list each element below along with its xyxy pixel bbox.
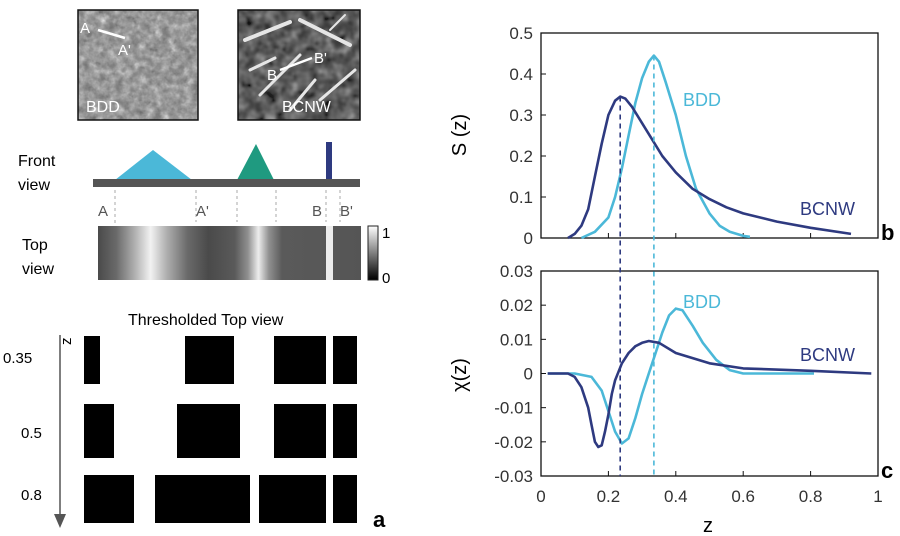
- z-arrow-head-icon: [54, 514, 66, 528]
- x-tick-label: 0.8: [799, 487, 823, 506]
- bcnw-point-b: B: [267, 67, 277, 84]
- panel-b-y-axis-title: S (z): [449, 114, 471, 156]
- panel-label-c: c: [881, 458, 893, 483]
- bdd-image-texture: [78, 10, 198, 120]
- section-label-b: B: [312, 203, 322, 220]
- section-label-a: A: [98, 203, 108, 220]
- y-tick-label: 0.02: [500, 296, 533, 315]
- peak-markers: [619, 55, 655, 476]
- bdd-image-label: BDD: [86, 99, 120, 116]
- top-view-label-line1: Top: [22, 237, 48, 254]
- y-tick-label: -0.01: [494, 399, 533, 418]
- threshold-level-3: 0.8: [21, 487, 42, 504]
- front-view: Front view: [18, 142, 360, 194]
- front-view-substrate: [93, 179, 360, 187]
- bdd-point-a-prime: A': [118, 42, 131, 59]
- bcnw-image-frame: [237, 9, 361, 121]
- panel-c: -0.03 -0.02 -0.01 0 0.01 0.02 0.03 0 0.2 0.4 0.6 0.…: [449, 262, 893, 536]
- y-tick-label: 0.3: [509, 106, 533, 125]
- y-tick-label: 0.03: [500, 262, 533, 281]
- panel-c-x-axis-title: z: [703, 515, 713, 536]
- threshold-row-3: [84, 475, 357, 523]
- section-label-b-prime: B': [340, 203, 353, 220]
- bdd-micrograph: A A' BDD: [77, 9, 199, 121]
- panel-label-a: a: [373, 507, 386, 532]
- threshold-level-1: 0.35: [3, 350, 32, 367]
- bdd-section-line: [97, 28, 126, 40]
- panel-label-b: b: [881, 220, 894, 245]
- y-tick-label: 0: [524, 229, 533, 248]
- x-tick-label: 0.2: [597, 487, 621, 506]
- series-label-bcnw: BCNW: [800, 345, 855, 365]
- thresholded-title: Thresholded Top view: [128, 312, 284, 329]
- bcnw-point-b-prime: B': [314, 50, 327, 67]
- series-label-bcnw: BCNW: [800, 199, 855, 219]
- panel-b-series: BDD BCNW: [567, 54, 855, 240]
- colorbar-gradient: [367, 225, 379, 281]
- y-tick-label: -0.03: [494, 467, 533, 486]
- y-tick-label: -0.02: [494, 433, 533, 452]
- x-tick-label: 1: [873, 487, 882, 506]
- y-tick-label: 0.5: [509, 24, 533, 43]
- y-tick-label: 0: [524, 365, 533, 384]
- series-line-bcnw: [547, 339, 872, 449]
- x-tick-label: 0.4: [664, 487, 688, 506]
- front-view-middle-pyramid: [237, 144, 274, 180]
- front-view-bcnw-wire: [326, 142, 332, 180]
- y-tick-label: 0.1: [509, 188, 533, 207]
- bdd-point-a: A: [80, 20, 90, 37]
- bcnw-micrograph: B B' BCNW: [237, 9, 361, 121]
- bdd-image-frame: [77, 9, 199, 121]
- series-line-bdd: [547, 307, 814, 445]
- x-tick-label: 0.6: [731, 487, 755, 506]
- panel-c-series: BDD BCNW: [547, 292, 872, 449]
- threshold-row-1: [84, 336, 357, 384]
- colorbar-max: 1: [382, 225, 390, 242]
- panel-b: 0 0.1 0.2 0.3 0.4 0.5 BDD BCNW S (z) b: [449, 24, 894, 248]
- plot-frame: [540, 32, 879, 239]
- bcnw-nanowires: [243, 14, 357, 112]
- panel-c-axes: -0.03 -0.02 -0.01 0 0.01 0.02 0.03 0 0.2 0.4 0.6 0.…: [494, 262, 882, 506]
- series-line-bdd: [580, 54, 751, 240]
- series-line-bcnw: [567, 95, 852, 240]
- top-view: Top view: [22, 226, 361, 280]
- top-view-label-line2: view: [22, 261, 54, 278]
- panel-b-axes: 0 0.1 0.2 0.3 0.4 0.5: [509, 24, 879, 248]
- panel-a: A A' BDD B B' BCNW Front: [3, 9, 390, 532]
- top-view-intensity-map: [98, 226, 361, 280]
- x-tick-label: 0: [536, 487, 545, 506]
- y-tick-label: 0.2: [509, 147, 533, 166]
- bcnw-image-label: BCNW: [282, 99, 332, 116]
- y-tick-label: 0.01: [500, 330, 533, 349]
- colorbar: 1 0: [367, 225, 390, 287]
- y-tick-label: 0.4: [509, 65, 533, 84]
- threshold-level-2: 0.5: [21, 425, 42, 442]
- section-label-a-prime: A': [196, 203, 209, 220]
- front-view-label-line2: view: [18, 177, 50, 194]
- series-label-bdd: BDD: [683, 292, 721, 312]
- front-view-bdd-pyramid: [115, 150, 192, 180]
- thresholded-z-axis-label: z: [58, 338, 75, 346]
- series-label-bdd: BDD: [683, 90, 721, 110]
- threshold-row-2: [84, 404, 357, 458]
- bcnw-section-line: [279, 56, 313, 72]
- front-view-label-line1: Front: [18, 153, 56, 170]
- top-view-bcnw-stripe: [326, 226, 333, 280]
- panel-c-y-axis-title: χ(z): [449, 358, 471, 392]
- colorbar-min: 0: [382, 270, 390, 287]
